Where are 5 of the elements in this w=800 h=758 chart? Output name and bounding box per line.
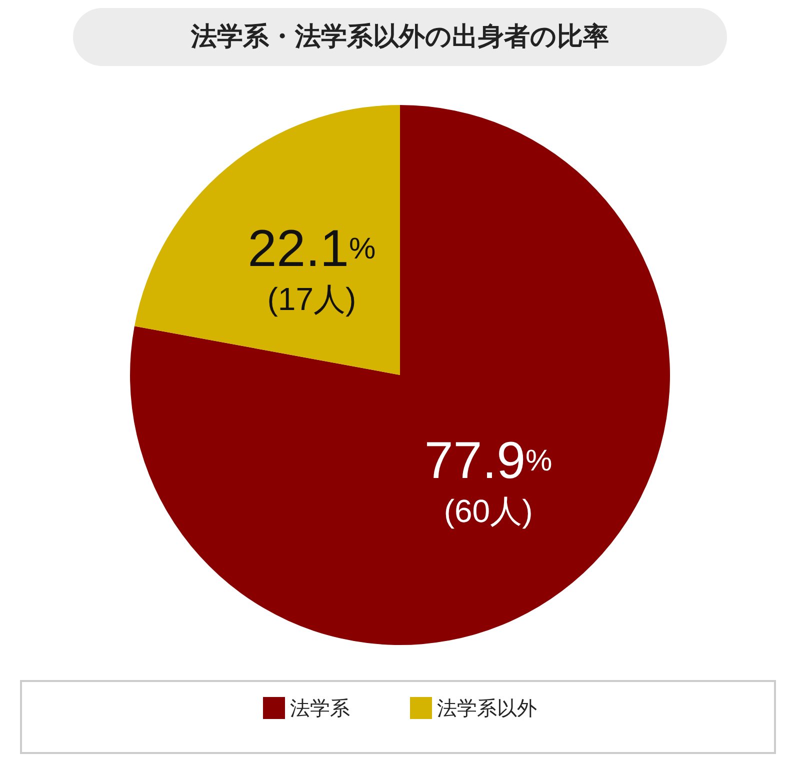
legend-label: 法学系 [290, 696, 350, 720]
chart-title: 法学系・法学系以外の出身者の比率 [190, 22, 609, 52]
data-label: 77.9% (60人) [424, 432, 552, 530]
data-label: 22.1% (17人) [248, 220, 376, 317]
legend-label: 法学系以外 [437, 696, 537, 720]
